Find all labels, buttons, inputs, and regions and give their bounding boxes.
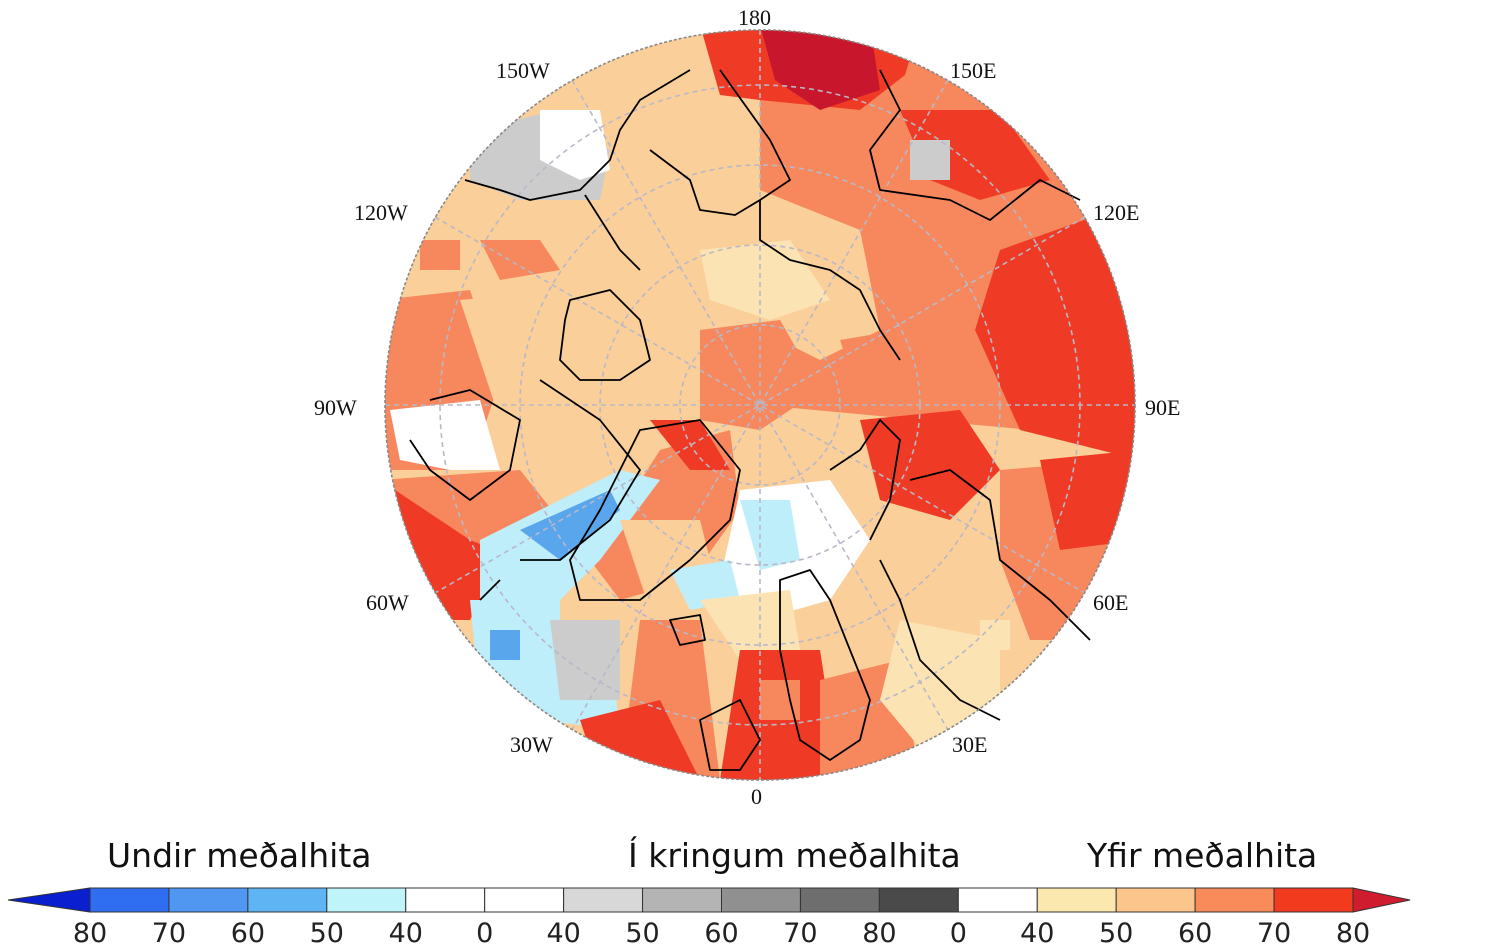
colorbar-tick-label: 60 [230,918,266,949]
lon-label-150e: 150E [950,58,997,83]
colorbar-segment [326,887,407,913]
colorbar-segment [642,887,722,913]
colorbar-segment [957,887,1038,913]
colorbar-extend-high [1352,887,1411,913]
colorbar-segment [1036,887,1117,913]
colorbar-segment [1273,887,1354,913]
colorbar-segment [168,887,249,913]
colorbar-tick-label: 0 [949,918,967,949]
map-boundary [384,29,1136,781]
colorbar-tick-label: 50 [625,918,660,949]
colorbar-tick-label: 0 [476,918,494,949]
colorbar-tick-label: 70 [151,918,187,949]
colorbar-segment [878,887,959,913]
colorbar-segment [1115,887,1196,913]
lon-label-150w: 150W [496,58,550,83]
colorbar-tick-label: 50 [309,918,344,949]
lon-label-90e: 90E [1145,395,1181,420]
colorbar-tick-label: 80 [862,918,897,949]
colorbar-tick-label: 60 [1177,918,1213,949]
lon-label-60e: 60E [1093,590,1129,615]
colorbar-tick-label: 40 [1020,918,1055,949]
colorbar-segment [799,887,880,913]
colorbar-tick-label: 70 [783,918,818,949]
lon-label-0: 0 [751,784,762,809]
colorbar-segment [484,887,565,913]
colorbar-tick-label: 80 [72,918,108,949]
colorbar-segment [721,887,801,913]
colorbar-tick-label: 50 [1099,918,1134,949]
lon-label-180: 180 [738,5,771,30]
lon-label-30e: 30E [952,732,988,757]
colorbar-segment [563,887,644,913]
lon-label-60w: 60W [366,590,409,615]
graticule [385,30,1135,780]
legend-above-average-label: Yfir meðalhita [1087,836,1318,875]
colorbar-segment [89,887,170,913]
lon-label-30w: 30W [510,732,553,757]
colorbar-segment [1194,887,1275,913]
colorbar [7,887,1411,913]
colorbar-tick-label: 80 [1335,918,1371,949]
colorbar-extend-low [7,887,91,913]
colorbar-tick-label: 60 [704,918,739,949]
legend-around-average-label: Í kringum meðalhita [628,836,961,875]
coastlines [409,69,1091,771]
lon-label-120w: 120W [354,200,408,225]
polar-map [384,29,1136,781]
lon-label-90w: 90W [314,395,357,420]
colorbar-tick-label: 70 [1256,918,1292,949]
colorbar-tick-label: 40 [388,918,423,949]
legend-below-average-label: Undir meðalhita [107,836,372,875]
colorbar-segment [405,887,486,913]
lon-label-120e: 120E [1093,200,1140,225]
colorbar-tick-label: 40 [546,918,581,949]
colorbar-segment [247,887,328,913]
